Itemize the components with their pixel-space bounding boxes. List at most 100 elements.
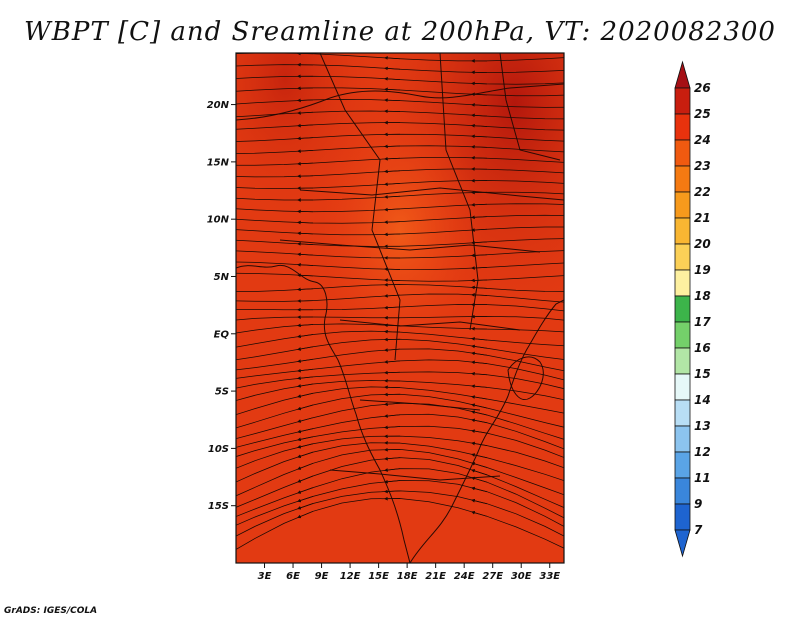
colorbar-label: 13: [694, 419, 711, 433]
streamline: [236, 386, 564, 416]
streamline-arrow: [297, 487, 314, 494]
streamline-arrow: [471, 202, 488, 207]
streamline-arrow: [297, 368, 314, 373]
colorbar-segment: [674, 425, 691, 453]
streamline-arrow: [471, 453, 488, 459]
colorbar-segment: [674, 217, 691, 245]
streamline-arrow: [384, 468, 401, 472]
streamline: [236, 435, 564, 469]
streamline: [236, 402, 564, 440]
colorbar: 26 25 24 23 22 21 20 19 18 17 16 15 14 13 12 11 9 7: [674, 60, 711, 558]
chart-title: WBPT [C] and Sreamline at 200hPa, VT: 20…: [24, 17, 776, 47]
streamline-arrow: [297, 231, 314, 236]
streamline-arrow: [297, 417, 314, 423]
streamline-arrow: [471, 384, 488, 389]
streamline: [236, 359, 564, 381]
streamline-arrow: [384, 56, 401, 60]
map-frame: [235, 52, 565, 564]
streamline-arrow: [384, 66, 401, 71]
streamline-arrow: [471, 469, 488, 476]
streamline-arrow: [297, 510, 314, 519]
colorbar-label: 12: [694, 445, 711, 459]
colorbar-segment: [674, 451, 691, 479]
streamline-arrow: [384, 169, 401, 174]
colorbar-segment: [674, 139, 691, 167]
streamline-arrow: [384, 402, 401, 407]
y-axis: 20N 15N 10N 5N EQ 5S 10S 15S: [207, 100, 236, 512]
x-axis: 3E 6E 9E 12E 15E 18E 21E 24E 27E 30E 33E: [258, 563, 560, 582]
y-tick-label: 10S: [208, 444, 229, 455]
streamlines: [236, 53, 564, 550]
streamline: [236, 498, 564, 550]
streamline-arrow: [471, 285, 488, 290]
streamline-arrow: [471, 462, 488, 468]
streamline: [236, 468, 564, 519]
streamline-arrow: [471, 441, 488, 446]
streamline: [236, 413, 564, 450]
streamline: [236, 99, 564, 108]
streamline-arrow: [471, 410, 488, 416]
streamline-arrow: [297, 436, 314, 442]
streamline: [236, 293, 564, 303]
streamline-arrow: [297, 111, 314, 115]
streamline-arrow: [471, 476, 488, 483]
streamline: [236, 393, 564, 429]
x-tick-label: 30E: [511, 571, 532, 582]
streamline-arrow: [384, 329, 401, 334]
streamline-arrow: [384, 293, 401, 298]
x-tick-label: 18E: [397, 571, 418, 582]
y-tick-label: 15N: [207, 157, 230, 168]
colorbar-label: 21: [694, 211, 711, 225]
x-tick-label: 21E: [425, 571, 446, 582]
x-tick-label: 12E: [340, 571, 361, 582]
y-tick-label: 5N: [214, 272, 230, 283]
streamline-arrow: [471, 498, 488, 505]
streamline: [236, 168, 564, 178]
streamline-arrow: [384, 220, 401, 224]
streamline-arrow: [384, 360, 401, 364]
streamline-arrow: [297, 323, 314, 328]
streamline-arrow: [471, 351, 488, 356]
x-tick-label: 27E: [482, 571, 503, 582]
streamline-arrow: [297, 383, 314, 388]
streamline-arrow: [297, 161, 314, 166]
streamline-arrow: [384, 98, 401, 103]
streamline-arrow: [471, 429, 488, 434]
streamline-arrow: [384, 370, 401, 375]
y-tick-label: 10N: [207, 215, 230, 226]
colorbar-segment: [674, 113, 691, 141]
streamline-arrow: [384, 323, 401, 328]
colorbar-label: 23: [694, 159, 711, 173]
y-tick-label: 15S: [208, 501, 229, 512]
colorbar-segment: [674, 295, 691, 323]
streamline-arrow: [297, 136, 314, 141]
colorbar-segment: [674, 243, 691, 271]
streamline: [236, 64, 564, 73]
streamline: [236, 180, 564, 189]
streamline: [236, 261, 564, 270]
streamline-arrow: [471, 134, 488, 139]
colorbar-segment: [674, 399, 691, 427]
streamline-arrow: [297, 443, 314, 449]
streamline-arrow: [471, 278, 488, 283]
streamline-arrow: [297, 503, 314, 510]
colorbar-label: 7: [694, 523, 703, 537]
x-tick-label: 33E: [539, 571, 560, 582]
streamline-arrow: [471, 510, 488, 517]
x-tick-label: 9E: [315, 571, 329, 582]
colorbar-label: 20: [694, 237, 711, 251]
streamline-arrow: [384, 195, 401, 199]
streamline-arrow: [471, 240, 488, 245]
streamline: [236, 330, 564, 348]
streamline-arrow: [384, 305, 401, 310]
streamline-arrow: [384, 456, 401, 461]
streamline-arrow: [384, 348, 401, 352]
streamline-arrow: [297, 475, 314, 483]
streamline-arrow: [297, 462, 314, 470]
streamline-arrow: [471, 228, 488, 232]
streamline-arrow: [471, 266, 488, 270]
streamline-arrow: [384, 156, 401, 161]
streamline: [236, 110, 564, 120]
streamline-arrow: [384, 414, 401, 418]
streamline: [236, 203, 564, 213]
